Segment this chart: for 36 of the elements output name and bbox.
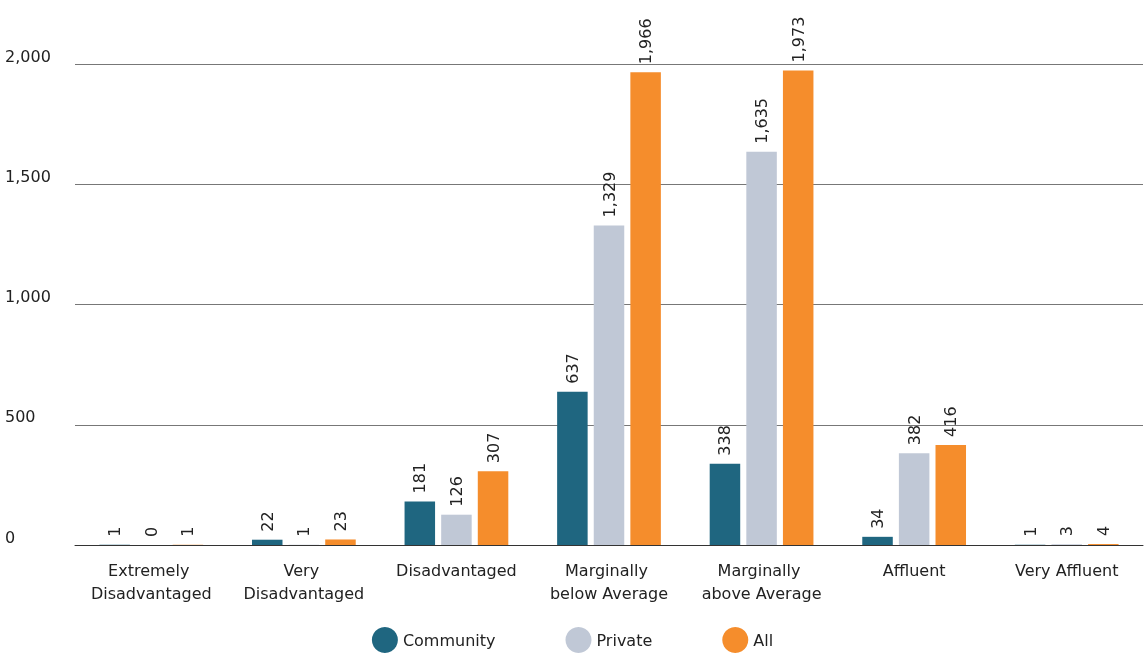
- legend-label: Community: [402, 630, 496, 650]
- data-label: 23: [330, 511, 350, 532]
- x-tick-label: Marginally above Average: [701, 561, 822, 603]
- data-label: 1,966: [636, 18, 656, 65]
- data-label: 416: [941, 406, 961, 437]
- y-tick-label: 2,000: [5, 46, 51, 66]
- data-label: 1,635: [752, 97, 772, 144]
- x-tick-label: Disadvantaged: [396, 561, 517, 580]
- data-label: 4: [1093, 525, 1113, 537]
- x-tick-label: Extremely Disadvantaged: [90, 561, 212, 603]
- data-label: 1,973: [788, 16, 808, 63]
- x-tick-label: Very Affluent: [1014, 561, 1119, 580]
- data-label: 338: [715, 425, 735, 456]
- data-label: 637: [562, 353, 582, 384]
- data-label: 22: [257, 511, 277, 532]
- y-tick-label: 500: [5, 407, 36, 427]
- x-tick-label: Affluent: [882, 561, 946, 580]
- data-label: 1,329: [599, 171, 619, 218]
- data-label: 0: [141, 526, 161, 537]
- data-label: 181: [410, 462, 430, 494]
- data-label: 307: [483, 432, 503, 464]
- x-tick-label: Marginally below Average: [549, 561, 669, 603]
- data-label: 1: [178, 526, 198, 537]
- data-label: 3: [1057, 526, 1077, 537]
- x-tick-label: Very Disadvantaged: [243, 561, 365, 603]
- y-tick-label: 1,500: [5, 166, 51, 186]
- y-tick-label: 1,000: [5, 287, 51, 306]
- data-label: 1: [105, 526, 125, 537]
- data-label: 34: [868, 508, 888, 529]
- y-tick-label: 0: [5, 527, 16, 547]
- data-label: 126: [446, 476, 466, 507]
- data-label: 1: [294, 526, 314, 537]
- legend-label: All: [753, 630, 774, 650]
- data-label: 1: [1020, 526, 1040, 537]
- legend-label: Private: [596, 630, 653, 650]
- data-label: 382: [904, 414, 924, 446]
